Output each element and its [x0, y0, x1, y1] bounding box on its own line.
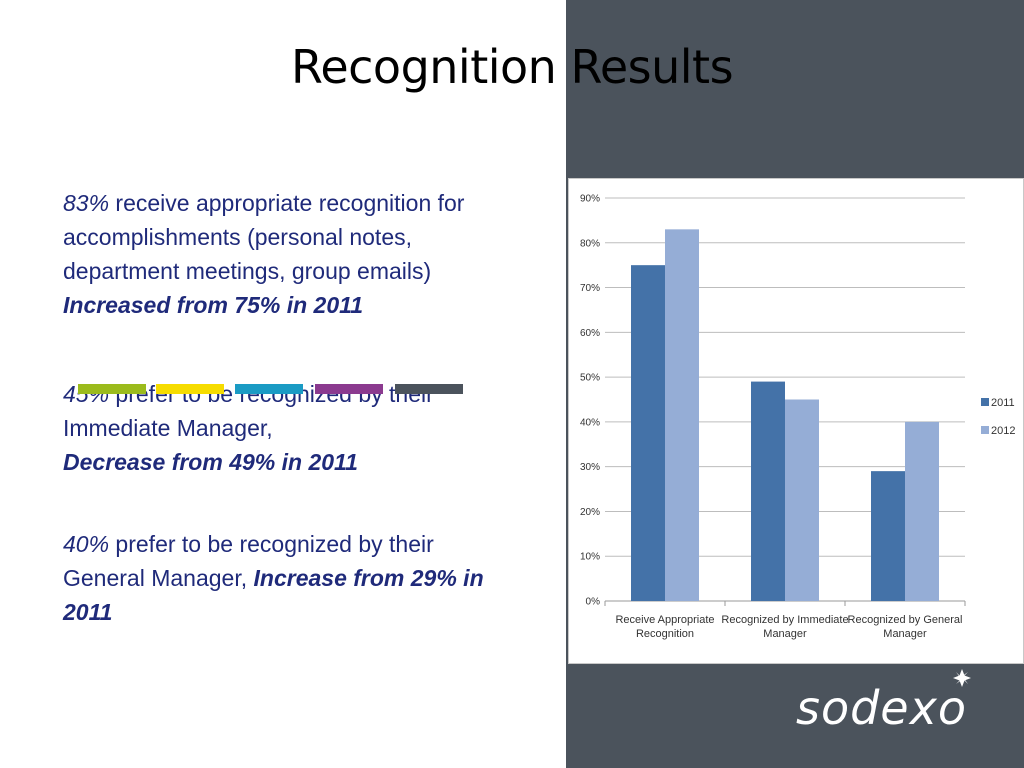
y-tick-label: 30% — [580, 462, 600, 473]
legend-label: 2012 — [991, 425, 1015, 437]
bullet-change: Increase from 29% in 2011 — [63, 565, 484, 625]
y-tick-label: 10% — [580, 552, 600, 563]
stripe-gray — [395, 384, 463, 394]
legend-swatch — [981, 398, 989, 406]
bullet-text: receive appropriate recognition for acco… — [63, 190, 465, 284]
x-tick-label: Recognized by Immediate — [721, 614, 848, 626]
stripe-purple — [315, 384, 383, 394]
x-tick-label: Recognition — [636, 628, 694, 640]
y-tick-label: 80% — [580, 238, 600, 249]
legend-label: 2011 — [991, 397, 1015, 409]
chart-canvas: 0% 10% 20% 30% 40% 50% 60% 70% 80% 90% Receive App… — [580, 194, 1016, 641]
bar-chart: 0% 10% 20% 30% 40% 50% 60% 70% 80% 90% Receive App… — [568, 178, 1024, 664]
bar-2011 — [631, 265, 665, 601]
y-tick-label: 70% — [580, 283, 600, 294]
legend-swatch — [981, 426, 989, 434]
bar-2011 — [871, 471, 905, 601]
stripe-green — [78, 384, 146, 394]
bullet-general-manager: 40% prefer to be recognized by their Gen… — [63, 527, 493, 629]
bullet-change: Decrease from 49% in 2011 — [63, 449, 358, 475]
bullet-recognition: 83% receive appropriate recognition for … — [63, 186, 493, 322]
x-tick-label: Manager — [883, 628, 927, 640]
stripe-yellow — [156, 384, 224, 394]
bar-2011 — [751, 381, 785, 601]
y-tick-label: 20% — [580, 507, 600, 518]
bullet-stat: 40% — [63, 531, 110, 557]
svg-text:sodexo: sodexo — [796, 681, 967, 735]
bar-2012 — [785, 399, 819, 601]
bar-2012 — [905, 421, 939, 601]
sodexo-logo: sodexo — [796, 668, 996, 738]
star-icon — [953, 669, 971, 687]
y-tick-label: 0% — [586, 597, 601, 608]
bullet-stat: 83% — [63, 190, 110, 216]
color-stripes — [78, 384, 478, 394]
y-tick-label: 50% — [580, 373, 600, 384]
y-tick-label: 60% — [580, 328, 600, 339]
bullet-list: 83% receive appropriate recognition for … — [63, 186, 493, 629]
bullet-change: Increased from 75% in 2011 — [63, 292, 363, 318]
x-tick-label: Manager — [763, 628, 807, 640]
slide-title: Recognition Results — [290, 40, 734, 94]
y-tick-label: 40% — [580, 417, 600, 428]
bar-2012 — [665, 229, 699, 601]
stripe-blue — [235, 384, 303, 394]
y-tick-label: 90% — [580, 194, 600, 205]
x-tick-label: Recognized by General — [848, 614, 963, 626]
x-tick-label: Receive Appropriate — [615, 614, 714, 626]
bullet-text: prefer to be recognized by their General… — [63, 531, 434, 591]
